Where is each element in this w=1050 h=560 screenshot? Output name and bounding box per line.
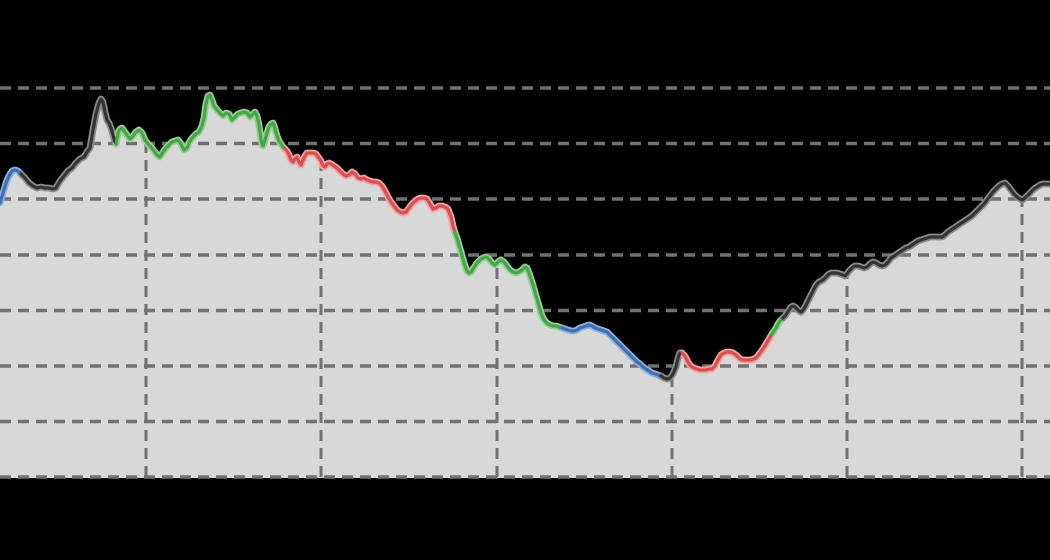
line-segment-blue-1 <box>0 168 23 205</box>
line-segment-gray-3 <box>781 181 1050 320</box>
line-segment-red-1 <box>283 147 457 235</box>
area-fill <box>0 95 1050 478</box>
line-segments <box>0 93 1050 381</box>
line-segment-gray-1 <box>19 97 118 191</box>
horizontal-gridlines <box>0 86 1050 479</box>
line-segment-gray-2 <box>659 351 684 381</box>
line-segment-red-2 <box>680 332 774 372</box>
line-segment-green-1 <box>114 93 287 159</box>
line-segment-blue-2 <box>560 323 663 378</box>
line-segment-green-3 <box>770 316 785 336</box>
line-segment-green-2 <box>453 231 564 330</box>
